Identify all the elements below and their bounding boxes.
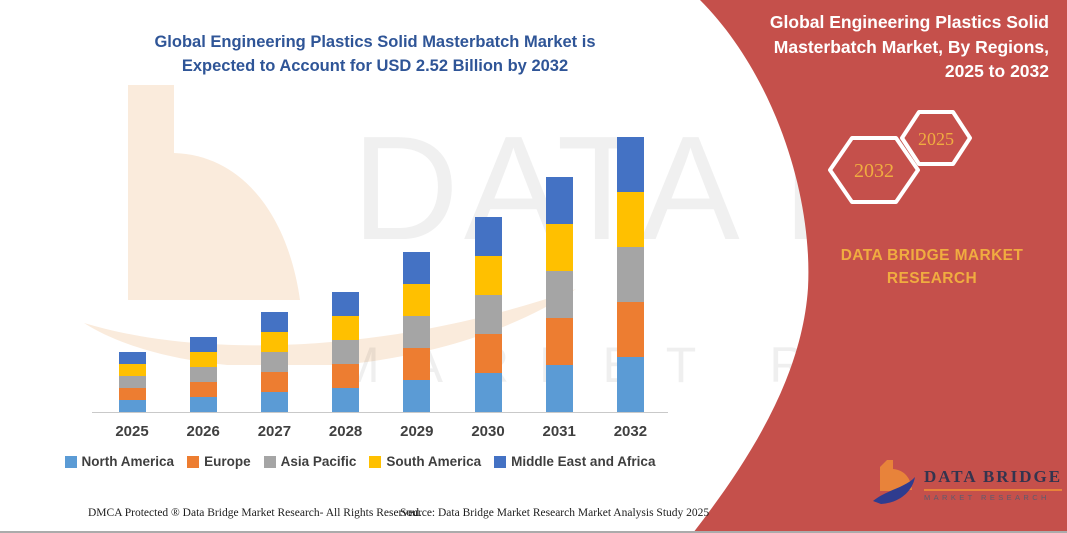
bar-segment-2030-north-america [474,373,502,412]
bar-segment-2027-europe [260,372,288,392]
legend-label: Middle East and Africa [511,454,656,469]
x-label-2030: 2030 [471,423,505,440]
hexagon-2032 [828,136,920,204]
bar-segment-2029-europe [403,348,431,380]
hexagon-2025-label: 2025 [918,129,954,149]
x-axis-line [92,412,668,413]
bar-segment-2026-south-america [189,352,217,367]
bar-segment-2030-south-america [474,256,502,295]
legend-item-europe: Europe [187,454,251,469]
legend-label: Asia Pacific [280,454,357,469]
hexagon-badges: 2032 2025 [828,110,972,204]
chart-title: Global Engineering Plastics Solid Master… [115,31,635,79]
legend-label: North America [81,454,175,469]
bar-segment-2025-north-america [118,400,146,412]
bar-segment-2031-middle-east-and-africa [545,177,573,224]
brand-text-line1: DATA BRIDGE MARKET [840,247,1024,264]
bar-segment-2025-europe [118,388,146,400]
x-label-2028: 2028 [328,423,363,440]
chart-title-line1: Global Engineering Plastics Solid Master… [154,33,596,51]
bar-segment-2029-middle-east-and-africa [403,252,431,284]
bar-segment-2030-europe [474,334,502,373]
bar-segment-2029-north-america [403,380,431,412]
bar-segment-2025-asia-pacific [118,376,146,388]
bar-segment-2028-middle-east-and-africa [332,292,360,316]
legend-item-middle-east-and-africa: Middle East and Africa [494,454,655,469]
x-label-2025: 2025 [115,423,149,440]
bar-segment-2027-middle-east-and-africa [260,312,288,332]
legend-marker-icon [64,455,77,468]
dbmr-logo-text: DATA BRIDGE MARKET RESEARCH [924,466,1063,502]
bar-segment-2030-middle-east-and-africa [474,217,502,256]
bar-segment-2028-asia-pacific [332,340,360,364]
bar-segment-2028-south-america [332,316,360,340]
x-label-2031: 2031 [542,423,576,440]
legend-item-asia-pacific: Asia Pacific [263,454,357,469]
footer-source-text: Source: Data Bridge Market Research Mark… [400,507,710,519]
bar-segment-2029-south-america [403,284,431,316]
bar-segment-2026-north-america [189,397,217,412]
bar-segment-2028-north-america [332,388,360,412]
dbmr-logo-sub: MARKET RESEARCH [924,492,1050,502]
x-label-2032: 2032 [613,423,648,440]
bar-segment-2025-middle-east-and-africa [118,352,146,364]
dbmr-logo: DATA BRIDGE MARKET RESEARCH [872,460,1063,508]
legend-marker-icon [369,455,382,468]
bar-segment-2030-asia-pacific [474,295,502,334]
dbmr-logo-name: DATA BRIDGE [924,466,1063,486]
x-label-2026: 2026 [186,423,220,440]
bar-segment-2032-middle-east-and-africa [616,137,644,192]
hexagon-2032-label: 2032 [854,160,894,182]
bar-segment-2032-europe [616,302,644,357]
bar-segment-2025-south-america [118,364,146,376]
bar-segment-2032-north-america [616,357,644,412]
panel-title: Global Engineering Plastics Solid Master… [769,12,1049,81]
footer-dmca-text: DMCA Protected ® Data Bridge Market Rese… [88,507,422,519]
bar-segment-2027-asia-pacific [260,352,288,372]
legend-item-south-america: South America [369,454,481,469]
dbmr-logo-divider [924,488,1063,491]
bar-segment-2027-north-america [260,392,288,412]
bar-segment-2031-south-america [545,224,573,271]
x-label-2027: 2027 [257,423,292,440]
bar-segment-2032-south-america [616,192,644,247]
chart-legend: North America Europe Asia Pacific South Ame… [40,454,680,469]
legend-marker-icon [263,455,276,468]
bar-segment-2027-south-america [260,332,288,352]
bar-segment-2026-asia-pacific [189,367,217,382]
legend-marker-icon [187,455,200,468]
bar-segment-2026-middle-east-and-africa [189,337,217,352]
legend-item-north-america: North America [64,454,175,469]
bar-segment-2028-europe [332,364,360,388]
legend-marker-icon [494,455,507,468]
legend-label: South America [386,454,482,469]
chart-title-line2: Expected to Account for USD 2.52 Billion… [181,56,569,75]
x-label-2029: 2029 [400,423,434,440]
bar-segment-2031-north-america [545,365,573,412]
legend-label: Europe [204,454,251,469]
bar-segment-2026-europe [189,382,217,397]
bar-segment-2029-asia-pacific [403,316,431,348]
brand-text-line2: RESEARCH [886,270,978,288]
hexagon-2025 [900,110,972,166]
bar-segment-2031-asia-pacific [545,271,573,318]
dbmr-b-icon [873,460,915,504]
brand-text: DATA BRIDGE MARKET RESEARCH [832,244,1032,291]
bar-segment-2031-europe [545,318,573,365]
bar-segment-2032-asia-pacific [616,247,644,302]
